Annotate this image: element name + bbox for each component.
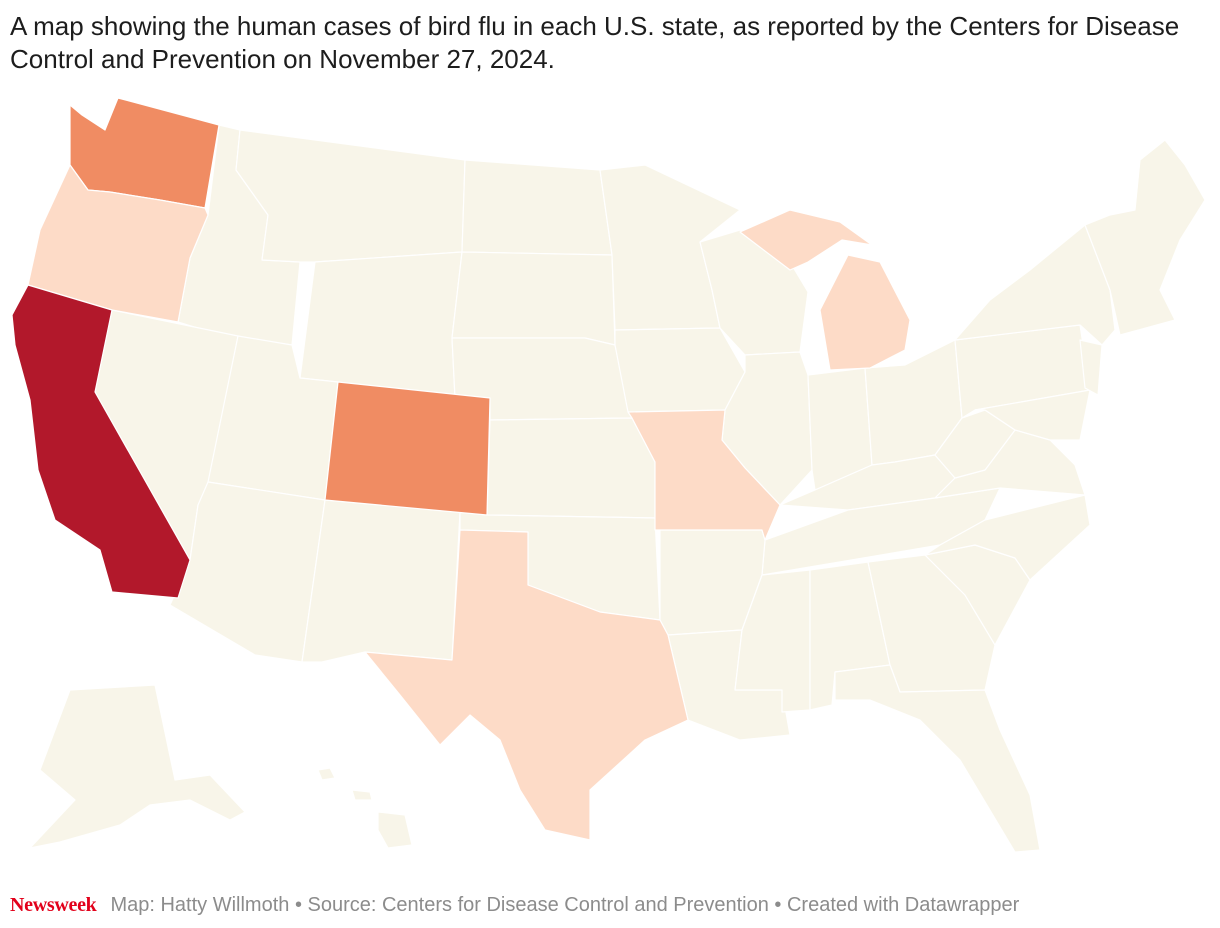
- highlighted-states: [11, 97, 911, 841]
- state-montana[interactable]: [235, 129, 466, 263]
- map-title: A map showing the human cases of bird fl…: [10, 11, 1180, 74]
- state-south-dakota[interactable]: [451, 251, 616, 346]
- state-new-york[interactable]: [954, 224, 1116, 346]
- state-tennessee[interactable]: [761, 487, 1001, 576]
- state-new-mexico[interactable]: [301, 499, 461, 663]
- state-kansas[interactable]: [486, 417, 656, 519]
- state-north-dakota[interactable]: [461, 159, 613, 256]
- state-north-carolina[interactable]: [924, 494, 1091, 581]
- state-missouri[interactable]: [627, 409, 781, 541]
- map-credit: Map: Hatty Willmoth • Source: Centers fo…: [110, 893, 1020, 916]
- state-iowa[interactable]: [614, 327, 746, 413]
- state-hawaii[interactable]: [317, 767, 413, 849]
- state-florida[interactable]: [834, 664, 1041, 853]
- us-choropleth-map: [0, 90, 1220, 860]
- state-wyoming[interactable]: [299, 251, 463, 399]
- map-svg: [11, 97, 1206, 853]
- state-colorado[interactable]: [324, 381, 491, 516]
- newsweek-logo[interactable]: Newsweek: [10, 893, 97, 916]
- state-new-england[interactable]: [1084, 139, 1206, 336]
- footer: Newsweek Map: Hatty Willmoth • Source: C…: [10, 890, 1019, 920]
- state-california[interactable]: [11, 284, 191, 599]
- state-oregon[interactable]: [27, 164, 209, 323]
- state-texas[interactable]: [364, 529, 689, 841]
- state-michigan[interactable]: [739, 209, 911, 371]
- state-alaska[interactable]: [29, 684, 246, 849]
- state-new-jersey[interactable]: [1079, 339, 1103, 396]
